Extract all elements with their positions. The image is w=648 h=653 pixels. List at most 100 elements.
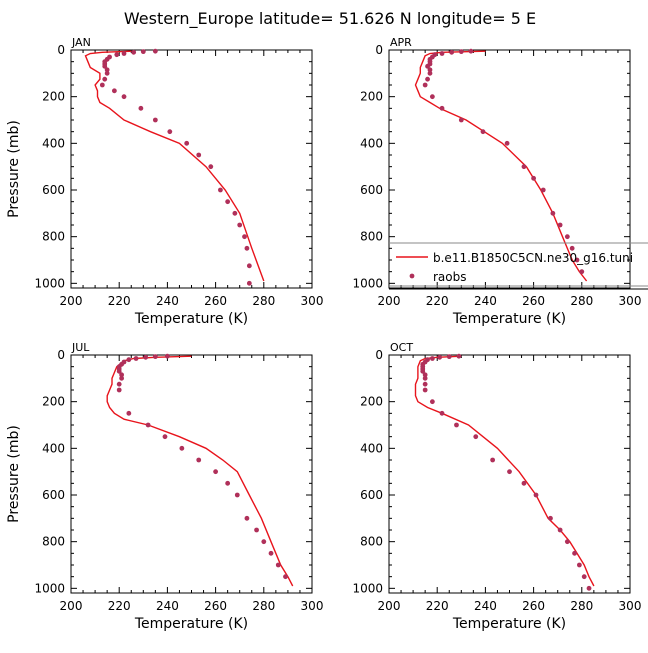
y-tick-label: 200 [42, 395, 65, 409]
plot-frame [70, 49, 313, 289]
y-tick-label: 800 [42, 230, 65, 244]
raobs-point [104, 67, 110, 73]
raobs-point [152, 354, 158, 360]
panel-oct: 200 220 240 260 280 300 0 200 400 600 800 1000 OCT Te… [352, 341, 641, 632]
raobs-point [244, 515, 250, 521]
raobs-point [196, 152, 202, 158]
y-tick-label: 400 [360, 441, 383, 455]
raobs-point [116, 368, 122, 374]
y-tick-label: 1000 [352, 581, 383, 595]
y-tick-label: 0 [375, 43, 383, 57]
legend-obs-label: raobs [433, 270, 467, 284]
y-tick-label: 400 [360, 136, 383, 150]
y-tick-label: 600 [360, 488, 383, 502]
raobs-point [576, 562, 582, 568]
raobs-point [550, 210, 556, 216]
model-profile-line [106, 355, 294, 587]
raobs-point [437, 354, 443, 360]
raobs-point [439, 410, 445, 416]
raobs-point [458, 49, 464, 55]
y-axis-label: Pressure (mb) [6, 425, 22, 523]
model-profile-line [414, 50, 588, 282]
raobs-point [152, 117, 158, 123]
raobs-point [429, 399, 435, 405]
raobs-point [261, 539, 267, 545]
raobs-point [579, 269, 585, 275]
legend-model-label: b.e11.B1850C5CN.ne30_g16.tuni [433, 251, 633, 265]
x-tick-label: 220 [108, 599, 131, 613]
raobs-point [143, 354, 149, 360]
raobs-point [126, 357, 132, 363]
x-tick-label: 200 [378, 599, 401, 613]
y-tick-label: 200 [360, 90, 383, 104]
raobs-point [152, 48, 158, 54]
y-tick-label: 200 [42, 90, 65, 104]
raobs-point [268, 550, 274, 556]
raobs-point [275, 562, 281, 568]
raobs-point [427, 70, 433, 76]
raobs-point [218, 187, 223, 193]
raobs-point [254, 527, 259, 533]
panel-title: OCT [390, 341, 413, 354]
x-axis-label: Temperature (K) [134, 311, 248, 327]
x-tick-label: 280 [570, 294, 593, 308]
raobs-point [458, 117, 464, 123]
raobs-point [504, 140, 510, 146]
y-tick-label: 0 [57, 43, 65, 57]
raobs-point [184, 140, 190, 146]
x-tick-label: 260 [204, 294, 227, 308]
raobs-point [569, 245, 575, 251]
raobs-point [196, 457, 202, 463]
x-tick-label: 240 [156, 294, 179, 308]
raobs-point [564, 539, 570, 545]
y-tick-label: 600 [360, 183, 383, 197]
panel-jul: 200 220 240 260 280 300 0 200 400 600 800 1000 JUL Te… [6, 341, 323, 632]
x-tick-label: 280 [252, 599, 275, 613]
raobs-point [242, 234, 247, 240]
raobs-point [165, 353, 170, 359]
raobs-point [213, 469, 219, 475]
model-profile-line [84, 50, 265, 282]
raobs-point [422, 381, 428, 387]
raobs-point [121, 94, 127, 100]
raobs-point [531, 175, 536, 181]
raobs-point [557, 222, 563, 228]
x-tick-label: 220 [426, 599, 449, 613]
figure-title: Western_Europe latitude= 51.626 N longit… [124, 9, 536, 29]
raobs-point [244, 245, 250, 251]
raobs-point [572, 550, 577, 556]
panel-jan: 200 220 240 260 280 300 0 200 400 600 800 1000 JAN Te… [6, 36, 323, 327]
raobs-point [521, 480, 527, 486]
x-axis-label: Temperature (K) [452, 311, 566, 327]
raobs-point [283, 574, 288, 580]
x-tick-label: 280 [570, 599, 593, 613]
raobs-point [232, 210, 238, 216]
raobs-point [490, 457, 496, 463]
raobs-point [446, 354, 452, 360]
raobs-point [533, 492, 539, 498]
raobs-point [439, 51, 445, 56]
raobs-point [119, 372, 125, 378]
y-tick-label: 800 [42, 535, 65, 549]
raobs-point [111, 88, 117, 94]
x-tick-label: 260 [204, 599, 227, 613]
raobs-point [439, 105, 445, 111]
x-tick-label: 220 [108, 294, 131, 308]
raobs-point [456, 353, 462, 359]
x-tick-label: 260 [522, 294, 545, 308]
plot-frame [70, 354, 313, 594]
y-tick-label: 600 [42, 183, 65, 197]
raobs-point [548, 515, 553, 521]
raobs-point [425, 76, 430, 82]
x-axis-label: Temperature (K) [134, 616, 248, 632]
raobs-point [429, 356, 435, 361]
raobs-point [420, 368, 426, 374]
legend-obs-swatch [409, 273, 415, 279]
raobs-point [116, 381, 122, 387]
raobs-point [581, 574, 587, 580]
raobs-point [473, 434, 479, 440]
panel-apr: 200 220 240 260 280 300 0 200 400 600 800 1000 APR Te… [352, 36, 641, 327]
raobs-point [468, 48, 474, 54]
x-tick-label: 300 [301, 294, 324, 308]
raobs-point [167, 129, 173, 135]
